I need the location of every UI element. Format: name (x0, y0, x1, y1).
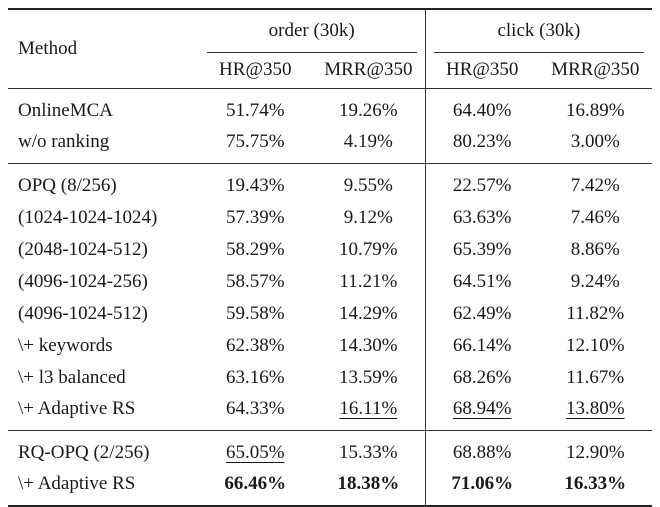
cell: 68.88% (424, 430, 539, 469)
cell-underlined-text: 13.80% (566, 398, 625, 419)
cell: 9.24% (570, 271, 620, 292)
cell: 59.58% (225, 303, 285, 324)
cell: 11.67% (566, 367, 625, 388)
row-method: (4096-1024-256) (18, 271, 148, 292)
table-row: RQ-OPQ (2/256) 65.05% 15.33% 68.88% 12.9… (8, 430, 652, 470)
cell-underlined: 16.11% (339, 398, 398, 419)
table-row: \+ Adaptive RS 66.46% 18.38% 71.06% 16.3… (8, 469, 652, 506)
row-method: OnlineMCA (18, 100, 113, 121)
table-row: \+ l3 balanced 63.16% 13.59% 68.26% 11.6… (8, 362, 652, 394)
cell: 65.39% (424, 234, 539, 266)
cell-bold: 66.46% (224, 473, 287, 494)
cell-underlined: 13.80% (539, 394, 652, 431)
cell: 9.12% (343, 207, 393, 228)
table-row: (2048-1024-512) 58.29% 10.79% 65.39% 8.8… (8, 234, 652, 266)
cell: 63.16% (225, 367, 285, 388)
cell: 11.21% (339, 271, 398, 292)
cell: 57.39% (225, 207, 285, 228)
cell: 68.26% (424, 362, 539, 394)
row-method: (4096-1024-512) (18, 303, 148, 324)
cell-bold: 16.33% (564, 473, 627, 494)
results-table: Method order (30k) click (30k) HR@350 MR… (8, 8, 652, 507)
cell: 58.29% (225, 239, 285, 260)
cell: 10.79% (339, 239, 398, 260)
cell: 12.90% (566, 442, 625, 463)
table-row: w/o ranking 75.75% 4.19% 80.23% 3.00% (8, 127, 652, 164)
cell: 62.49% (424, 298, 539, 330)
cell: 16.89% (566, 100, 625, 121)
row-method: w/o ranking (18, 131, 110, 152)
cell: 11.82% (566, 303, 625, 324)
cell: 12.10% (566, 335, 625, 356)
header-group-click: click (30k) (424, 9, 652, 53)
row-method: (1024-1024-1024) (18, 207, 158, 228)
cell: 19.43% (225, 175, 285, 196)
cell-bold: 18.38% (337, 473, 400, 494)
header-group-click-rule (433, 52, 644, 53)
cell: 22.57% (424, 163, 539, 202)
table-row: (4096-1024-256) 58.57% 11.21% 64.51% 9.2… (8, 266, 652, 298)
cell: 13.59% (339, 367, 398, 388)
header-row-groups: Method order (30k) click (30k) (8, 9, 652, 59)
cell: 9.55% (343, 175, 393, 196)
header-metric: MRR@350 (324, 59, 413, 80)
cell: 80.23% (424, 127, 539, 164)
table-row: \+ keywords 62.38% 14.30% 66.14% 12.10% (8, 330, 652, 362)
cell: 62.38% (225, 335, 285, 356)
cell: 8.86% (570, 239, 620, 260)
table-row: (1024-1024-1024) 57.39% 9.12% 63.63% 7.4… (8, 202, 652, 234)
header-metric: MRR@350 (551, 59, 640, 80)
cell: 15.33% (339, 442, 398, 463)
header-metric: HR@350 (219, 59, 292, 80)
row-method: OPQ (8/256) (18, 175, 117, 196)
row-method: \+ l3 balanced (18, 367, 126, 388)
cell-bold: 71.06% (424, 469, 539, 506)
cell: 3.00% (570, 131, 620, 152)
header-method: Method (18, 38, 78, 59)
header-group-click-label: click (30k) (497, 20, 581, 41)
cell: 4.19% (343, 131, 393, 152)
table-row: OnlineMCA 51.74% 19.26% 64.40% 16.89% (8, 88, 652, 127)
cell: 75.75% (225, 131, 285, 152)
cell-underlined-text: 65.05% (225, 442, 285, 463)
cell: 14.30% (339, 335, 398, 356)
cell: 63.63% (424, 202, 539, 234)
row-method: \+ keywords (18, 335, 113, 356)
table-row: (4096-1024-512) 59.58% 14.29% 62.49% 11.… (8, 298, 652, 330)
header-group-order-label: order (30k) (268, 20, 355, 41)
cell: 64.51% (424, 266, 539, 298)
cell: 58.57% (225, 271, 285, 292)
cell: 14.29% (339, 303, 398, 324)
cell-underlined: 68.94% (424, 394, 539, 431)
row-method: RQ-OPQ (2/256) (18, 442, 150, 463)
table-row: OPQ (8/256) 19.43% 9.55% 22.57% 7.42% (8, 163, 652, 202)
header-group-order-rule (206, 52, 417, 53)
row-method: \+ Adaptive RS (18, 398, 136, 419)
header-group-order: order (30k) (199, 9, 426, 53)
header-row-metrics: HR@350 MRR@350 HR@350 MRR@350 (8, 52, 652, 89)
cell: 51.74% (225, 100, 285, 121)
row-method: (2048-1024-512) (18, 239, 148, 260)
table-row: \+ Adaptive RS 64.33% 16.11% 68.94% 13.8… (8, 394, 652, 431)
cell: 19.26% (339, 100, 398, 121)
cell: 66.14% (424, 330, 539, 362)
cell-underlined: 65.05% (199, 431, 312, 470)
cell: 7.42% (570, 175, 620, 196)
cell: 64.40% (424, 88, 539, 127)
row-method: \+ Adaptive RS (18, 473, 136, 494)
cell-underlined-text: 68.94% (452, 398, 512, 419)
header-metric: HR@350 (424, 52, 539, 89)
cell: 7.46% (570, 207, 620, 228)
cell: 64.33% (225, 398, 285, 419)
